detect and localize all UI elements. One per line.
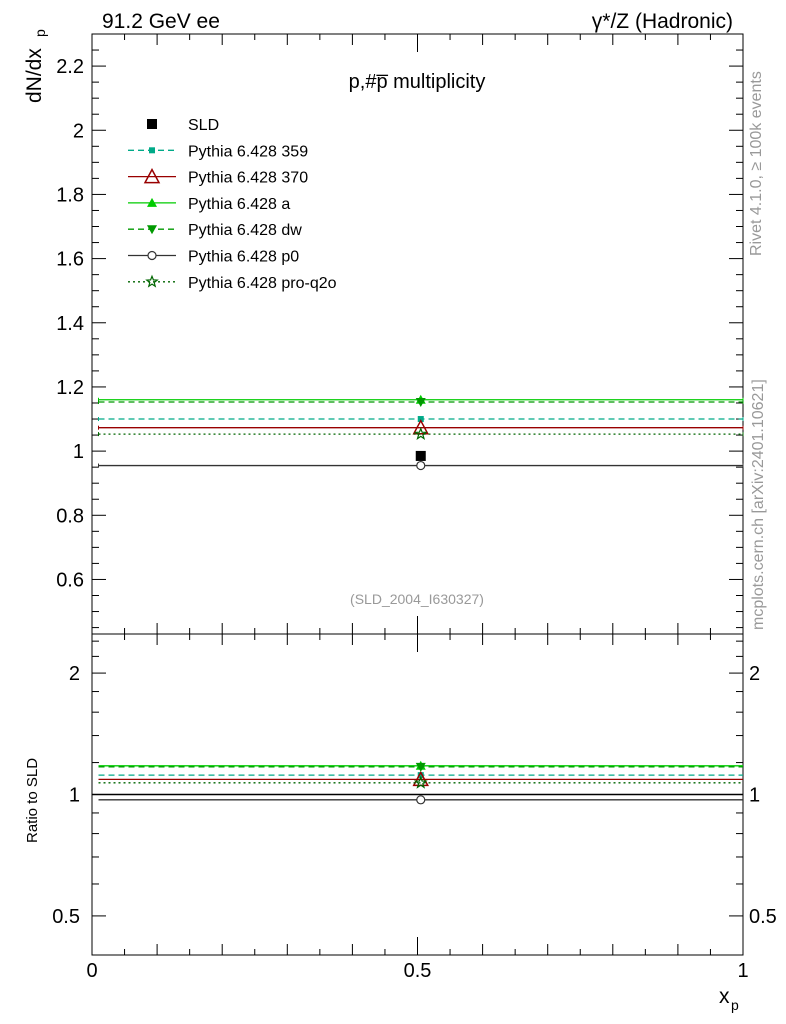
legend-label: Pythia 6.428 359 — [188, 143, 308, 160]
series-marker — [143, 168, 161, 184]
ratio-y-axis-label: Ratio to SLD — [24, 758, 41, 843]
series-marker — [417, 416, 424, 423]
energy-label: 91.2 GeV ee — [102, 10, 220, 33]
y-tick-label: 1 — [73, 441, 84, 463]
y-tick-label: 0.6 — [56, 569, 84, 591]
y-tick-label: 1.2 — [56, 377, 84, 399]
x-tick-label: 0 — [86, 960, 97, 982]
series-marker — [415, 762, 426, 772]
data-marker — [415, 450, 426, 461]
series-marker — [416, 795, 426, 805]
ratio-y-tick-label-left: 2 — [69, 663, 80, 685]
legend-label: Pythia 6.428 pro-q2o — [188, 275, 337, 292]
x-axis-label-main: x — [719, 985, 730, 1008]
series-marker — [147, 197, 157, 207]
series-marker — [412, 419, 430, 435]
ratio-y-tick-label-right: 0.5 — [749, 906, 777, 928]
series-marker — [145, 274, 159, 288]
series-marker — [147, 225, 157, 235]
main-panel: 0.6 0.8 1 1.2 1.4 1.6 1.8 2 2.2 — [56, 33, 744, 635]
ratio-y-tick-label-left: 1 — [69, 785, 80, 807]
legend-label: SLD — [188, 117, 219, 134]
y-axis-label: dN/dx — [23, 48, 46, 103]
legend-label: Pythia 6.428 370 — [188, 170, 308, 187]
ratio-y-tick-label-left: 0.5 — [52, 906, 80, 928]
y-tick-label: 1.4 — [56, 313, 84, 335]
y-tick-label: 1.6 — [56, 249, 84, 271]
main-y-axis-label: dN/dx p — [23, 29, 48, 103]
y-tick-label: 2.2 — [56, 56, 84, 78]
series-marker — [416, 460, 426, 471]
data-marker — [147, 119, 157, 129]
legend-label: Pythia 6.428 p0 — [188, 249, 299, 266]
series-marker — [415, 398, 426, 408]
series-marker — [149, 147, 155, 154]
chart-title: p,#p̅ multiplicity — [349, 71, 486, 93]
series-marker — [413, 426, 428, 441]
y-tick-label: 0.8 — [56, 505, 84, 527]
legend-label: Pythia 6.428 dw — [188, 222, 302, 239]
series-marker — [147, 250, 157, 261]
rivet-label: Rivet 4.1.0, ≥ 100k events — [748, 71, 765, 256]
y-tick-label: 1.8 — [56, 184, 84, 206]
series-marker — [413, 775, 428, 789]
source-label: mcplots.cern.ch [arXiv:2401.10621] — [750, 379, 767, 630]
series-marker — [417, 772, 424, 779]
x-tick-label: 0.5 — [404, 960, 432, 982]
ratio-y-tick-label-right: 1 — [749, 785, 760, 807]
ratio-panel: 0 0.5 1 0.5 0.5 1 1 2 2 — [52, 616, 777, 982]
x-tick-label: 1 — [737, 960, 748, 982]
watermark: (SLD_2004_I630327) — [350, 591, 484, 607]
legend: SLD Pythia 6.428 359 Pythia 6.428 370 Pythi… — [128, 117, 337, 292]
process-label: γ*/Z (Hadronic) — [592, 10, 733, 33]
y-axis-label-sub: p — [32, 29, 48, 37]
y-tick-label: 2 — [73, 120, 84, 142]
x-axis-label: x p — [719, 985, 739, 1013]
legend-label: Pythia 6.428 a — [188, 196, 290, 213]
ratio-y-tick-label-right: 2 — [749, 663, 760, 685]
x-axis-label-sub: p — [731, 997, 739, 1013]
